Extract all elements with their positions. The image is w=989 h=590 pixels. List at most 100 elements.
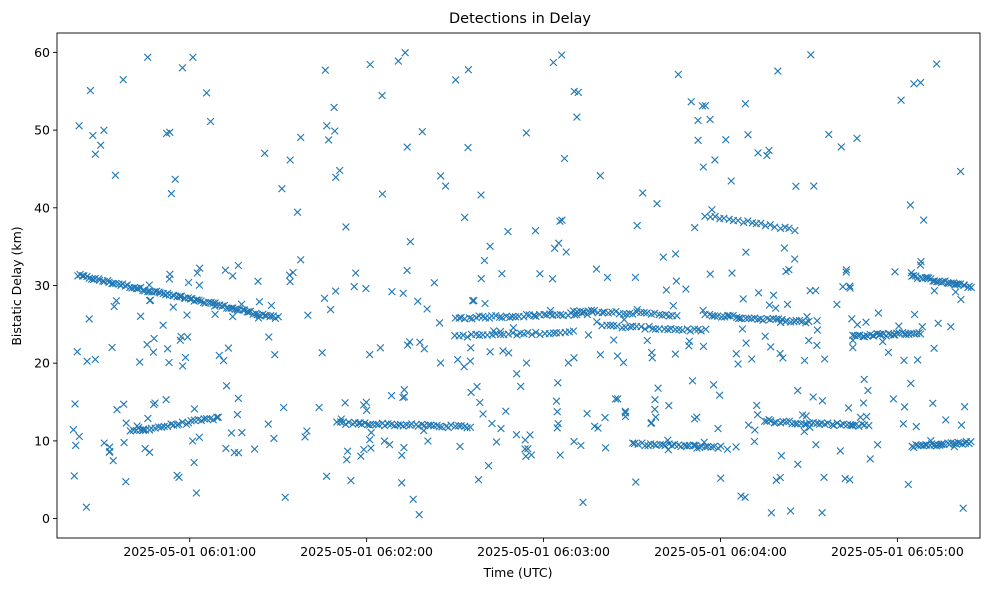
- detection-marker: [837, 143, 846, 151]
- detection-marker: [554, 239, 563, 247]
- detection-marker: [184, 278, 193, 287]
- detection-marker: [707, 443, 715, 451]
- detection-marker: [296, 256, 305, 264]
- detection-marker: [400, 393, 409, 401]
- detection-marker: [550, 244, 559, 253]
- detection-marker: [960, 402, 969, 411]
- detection-marker: [169, 303, 178, 311]
- detection-marker: [943, 279, 952, 287]
- detection-marker: [859, 399, 868, 407]
- detection-marker: [195, 433, 204, 442]
- detection-marker: [190, 458, 198, 467]
- detection-marker: [250, 445, 259, 453]
- detection-marker: [786, 318, 795, 326]
- detection-marker: [336, 418, 345, 426]
- detection-marker: [86, 86, 95, 95]
- detection-marker: [776, 349, 784, 358]
- detection-marker: [549, 329, 558, 337]
- detection-marker: [779, 354, 787, 362]
- detection-marker: [864, 386, 872, 395]
- detection-marker: [860, 332, 869, 341]
- detection-marker: [671, 250, 680, 258]
- detection-marker: [219, 356, 228, 365]
- detection-marker: [360, 445, 368, 454]
- detection-marker: [809, 393, 817, 401]
- detection-marker: [387, 391, 396, 400]
- detection-marker: [699, 163, 708, 171]
- detection-marker: [211, 299, 219, 307]
- detection-marker: [362, 284, 370, 293]
- detection-marker: [398, 451, 406, 460]
- detection-marker: [143, 340, 151, 349]
- detection-marker: [271, 350, 279, 359]
- detection-marker: [135, 358, 144, 366]
- detection-marker: [554, 379, 562, 387]
- detection-marker: [621, 409, 630, 417]
- detection-marker: [492, 438, 501, 446]
- detection-marker: [394, 57, 403, 65]
- detection-marker: [136, 312, 145, 321]
- detection-marker: [150, 334, 158, 343]
- detection-marker: [228, 272, 237, 280]
- detection-marker: [473, 382, 481, 391]
- detection-marker: [664, 436, 672, 445]
- detection-marker: [403, 266, 411, 275]
- detection-marker: [757, 219, 765, 228]
- detection-marker: [643, 336, 652, 345]
- detection-marker: [436, 172, 445, 180]
- detection-marker: [119, 400, 128, 408]
- detection-marker: [587, 306, 596, 315]
- detection-marker: [786, 507, 795, 515]
- detection-marker: [699, 306, 707, 315]
- detection-marker: [754, 149, 762, 157]
- detection-marker: [215, 351, 224, 360]
- detection-marker: [744, 217, 752, 225]
- detection-marker: [849, 336, 857, 345]
- detection-marker: [795, 316, 804, 325]
- detection-marker: [281, 493, 289, 502]
- detection-marker: [433, 421, 441, 430]
- detection-marker: [620, 315, 628, 324]
- detection-marker: [532, 328, 540, 337]
- detection-marker: [596, 350, 605, 359]
- detection-marker: [790, 255, 799, 263]
- detection-marker: [654, 384, 662, 392]
- detection-marker: [420, 426, 428, 435]
- detection-marker: [633, 305, 642, 314]
- detection-marker: [804, 336, 813, 345]
- detection-marker: [900, 403, 909, 411]
- detection-marker: [650, 440, 658, 449]
- detection-marker: [111, 171, 120, 180]
- detection-marker: [109, 279, 117, 288]
- detection-marker: [420, 345, 429, 353]
- detection-marker: [385, 440, 394, 449]
- detection-marker: [301, 433, 309, 441]
- detection-marker: [337, 415, 346, 423]
- detection-marker: [486, 348, 494, 356]
- detection-marker: [701, 443, 710, 451]
- detection-marker: [873, 440, 882, 449]
- detection-marker: [286, 277, 294, 286]
- detection-marker: [836, 447, 845, 455]
- detection-marker: [877, 330, 885, 339]
- detection-marker: [190, 405, 199, 413]
- detection-marker: [573, 307, 581, 316]
- detection-marker: [862, 318, 870, 326]
- detection-marker: [665, 401, 673, 410]
- detection-marker: [83, 357, 91, 365]
- detection-marker: [750, 437, 759, 446]
- detection-marker: [767, 509, 776, 517]
- detection-marker: [748, 355, 756, 363]
- detection-marker: [842, 268, 850, 276]
- detection-marker: [403, 143, 411, 151]
- detection-marker: [332, 173, 340, 182]
- detection-marker: [521, 445, 529, 453]
- detection-marker: [573, 113, 581, 121]
- detection-marker: [227, 429, 236, 437]
- detection-marker: [747, 314, 756, 323]
- detection-marker: [193, 269, 202, 277]
- detection-marker: [405, 338, 414, 346]
- detection-marker: [556, 217, 564, 225]
- detection-marker: [106, 447, 114, 456]
- detection-marker: [638, 189, 647, 197]
